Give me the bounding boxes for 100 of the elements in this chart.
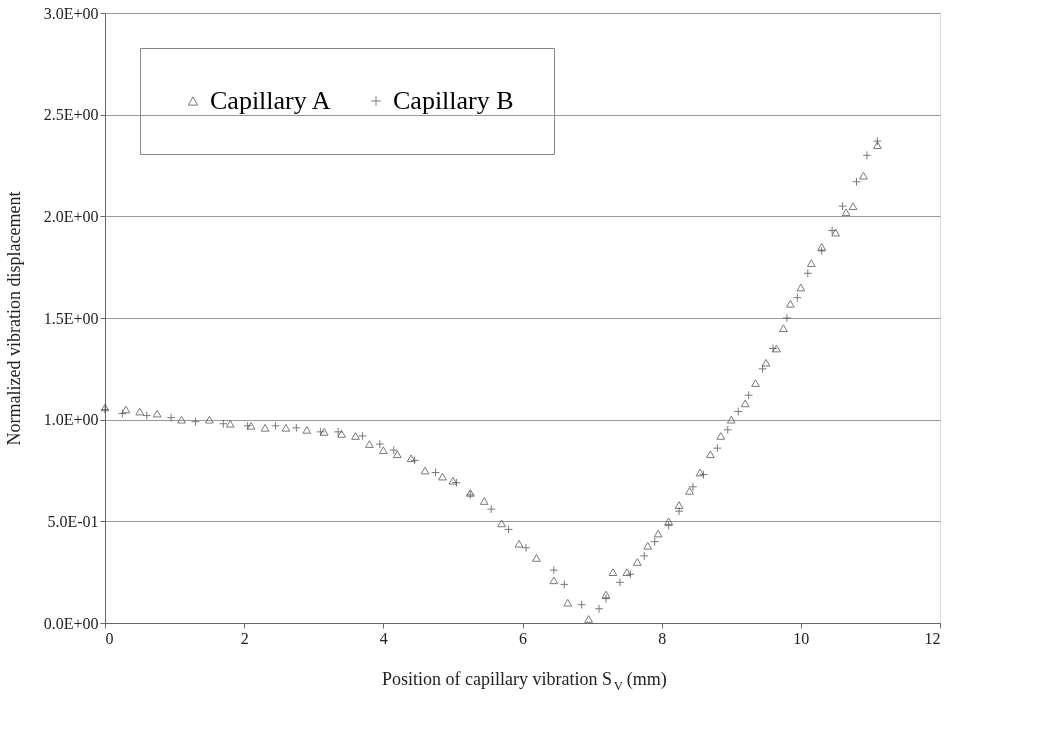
point <box>497 519 506 528</box>
point <box>438 472 447 481</box>
point <box>803 268 813 278</box>
point <box>664 517 673 526</box>
point <box>674 501 684 509</box>
point <box>733 407 743 416</box>
point <box>723 425 733 435</box>
point <box>420 466 430 475</box>
point <box>479 497 489 505</box>
point <box>685 486 694 495</box>
point <box>751 379 760 387</box>
point <box>392 450 402 459</box>
point <box>291 423 301 433</box>
y-tick-label: 1.0E+00 <box>43 411 99 429</box>
point <box>333 427 343 437</box>
x-tick-label: 12 <box>924 629 941 647</box>
point <box>622 568 632 577</box>
y-tick-label: 5.0E-01 <box>47 512 99 530</box>
point <box>761 358 771 367</box>
point <box>486 504 496 514</box>
point <box>152 409 162 418</box>
point <box>271 421 280 431</box>
point <box>796 283 806 292</box>
point <box>859 171 868 180</box>
point <box>817 242 827 251</box>
x-tick-label: 4 <box>379 629 388 647</box>
y-tick-label: 1.5E+00 <box>43 309 99 327</box>
y-tick-label: 2.5E+00 <box>43 106 99 124</box>
point <box>744 390 754 400</box>
point <box>873 136 882 146</box>
point <box>758 364 767 374</box>
point <box>643 541 653 550</box>
point <box>577 600 587 610</box>
x-tick-label: 0 <box>105 629 114 647</box>
point <box>852 177 861 187</box>
point <box>365 440 374 448</box>
point <box>716 432 726 440</box>
point <box>838 201 847 211</box>
y-tick-label: 0.0E+00 <box>43 614 99 632</box>
y-tick-label: 2.0E+00 <box>43 207 99 225</box>
point <box>695 468 705 477</box>
point <box>191 417 200 427</box>
point <box>135 407 145 416</box>
point <box>389 445 399 455</box>
point <box>337 430 346 438</box>
point <box>674 506 684 516</box>
point <box>549 576 559 585</box>
point <box>639 551 649 561</box>
point <box>559 579 569 589</box>
point <box>782 313 792 323</box>
point <box>873 141 882 150</box>
point <box>772 344 781 353</box>
point <box>532 554 541 562</box>
point <box>786 299 795 308</box>
x-tick-label: 6 <box>519 629 527 647</box>
point <box>260 423 270 432</box>
legend-label: Capillary B <box>393 86 514 115</box>
point <box>831 228 840 237</box>
y-axis-title: Normalized vibration displacement <box>3 191 24 446</box>
point <box>688 482 698 492</box>
point <box>653 529 663 538</box>
point <box>726 415 736 424</box>
point <box>514 539 524 548</box>
point <box>302 425 312 434</box>
point <box>848 202 858 211</box>
point <box>792 293 802 303</box>
point <box>625 569 635 579</box>
point <box>375 439 385 449</box>
point <box>712 443 722 453</box>
point <box>521 543 531 553</box>
legend-label: Capillary A <box>210 86 331 115</box>
point <box>358 431 367 441</box>
point <box>817 246 827 256</box>
point <box>862 150 872 160</box>
point <box>142 411 152 420</box>
point <box>448 476 458 485</box>
point <box>378 446 388 455</box>
point <box>779 324 788 333</box>
point <box>601 590 611 599</box>
point <box>594 604 604 614</box>
x-tick-label: 8 <box>658 629 667 647</box>
point <box>632 558 642 566</box>
point <box>549 565 559 575</box>
point <box>218 419 228 429</box>
point <box>351 432 360 440</box>
point <box>563 598 573 607</box>
point <box>650 537 660 547</box>
point <box>410 455 420 465</box>
point <box>225 419 235 428</box>
point <box>121 405 131 414</box>
x-tick-label: 10 <box>793 629 810 647</box>
point <box>768 344 778 353</box>
point <box>584 615 593 623</box>
point <box>740 399 750 408</box>
point <box>205 415 214 424</box>
point <box>177 415 186 424</box>
y-tick-label: 3.0E+00 <box>43 4 99 22</box>
point <box>452 478 461 488</box>
point <box>615 577 625 587</box>
point <box>706 450 715 459</box>
